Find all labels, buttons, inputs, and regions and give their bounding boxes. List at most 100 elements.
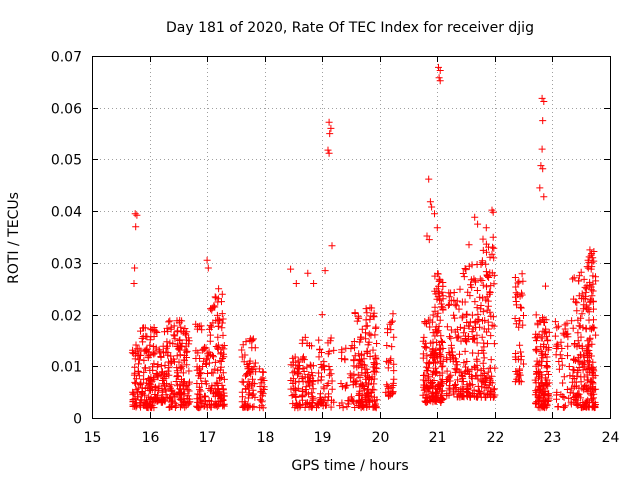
data-point [219,401,227,409]
data-point [204,264,212,272]
data-point [435,277,443,285]
data-point [140,368,148,376]
data-point [359,361,367,368]
data-point [177,394,185,402]
data-point [154,361,162,368]
data-point [309,372,317,380]
data-point [370,359,378,367]
data-point [545,328,553,336]
data-point [292,280,300,287]
data-point [517,304,525,312]
data-point [545,371,552,378]
data-point [176,336,184,344]
x-axis-label: GPS time / hours [291,458,408,474]
data-point [355,314,362,322]
data-point [572,378,580,386]
data-point [363,322,371,330]
data-point [134,367,142,375]
data-point [489,233,497,241]
data-point [135,372,143,380]
data-point [560,373,568,381]
data-point [433,368,441,376]
data-point [217,397,225,405]
data-point [482,375,490,383]
data-point [439,292,447,300]
data-point [574,401,582,409]
data-point [132,375,140,383]
data-point [545,394,553,402]
data-point [193,395,201,403]
data-point [218,381,226,389]
data-point [130,350,138,358]
data-point [438,387,446,395]
data-point [468,311,476,319]
data-point [193,380,201,387]
data-point [219,315,227,323]
data-point [463,310,471,318]
data-point [435,322,443,330]
data-point [511,274,519,281]
data-point [251,344,259,352]
data-point [357,333,364,341]
data-point [214,385,222,393]
data-point [566,372,574,380]
data-point [314,377,322,385]
data-point [185,380,193,388]
data-point [468,283,476,291]
data-point [370,386,378,394]
data-point [145,393,153,401]
data-point [211,293,219,301]
data-point [471,319,479,327]
data-point [584,256,592,264]
data-point [471,213,479,221]
data-point [445,384,453,392]
data-point [563,319,571,327]
data-point [315,353,323,361]
data-point [557,338,565,346]
data-point [588,340,596,348]
data-point [238,378,246,386]
data-point [463,358,471,365]
data-point [572,298,580,306]
data-point [590,248,598,255]
data-point [299,378,307,386]
data-point [185,387,193,395]
data-point [248,382,256,390]
data-point [319,363,327,371]
data-point [385,359,393,367]
data-point [161,397,169,405]
data-point [289,400,297,408]
data-point [443,354,451,362]
data-point [583,376,591,384]
data-point [555,358,563,365]
data-point [353,363,361,371]
data-point [350,370,358,378]
data-point [289,361,297,369]
data-point [483,293,491,301]
data-point [364,391,372,399]
data-point [438,369,446,377]
data-point [544,346,552,354]
data-point [315,369,323,377]
data-point [584,396,592,404]
data-point [389,379,397,387]
data-point [211,358,219,366]
data-point [478,277,486,284]
data-point [325,371,333,379]
data-point [459,312,467,320]
data-point [292,393,300,401]
data-point [362,335,370,343]
data-point [167,359,175,367]
data-point [164,367,172,375]
data-point [218,310,226,318]
data-point [516,377,524,385]
data-point [490,254,498,262]
data-point [180,378,188,386]
data-point [139,333,147,340]
y-tick-label: 0.02 [51,309,82,325]
data-point [575,292,583,300]
data-point [588,292,596,300]
data-point [433,388,440,396]
data-point [551,318,559,326]
data-point [577,268,585,276]
